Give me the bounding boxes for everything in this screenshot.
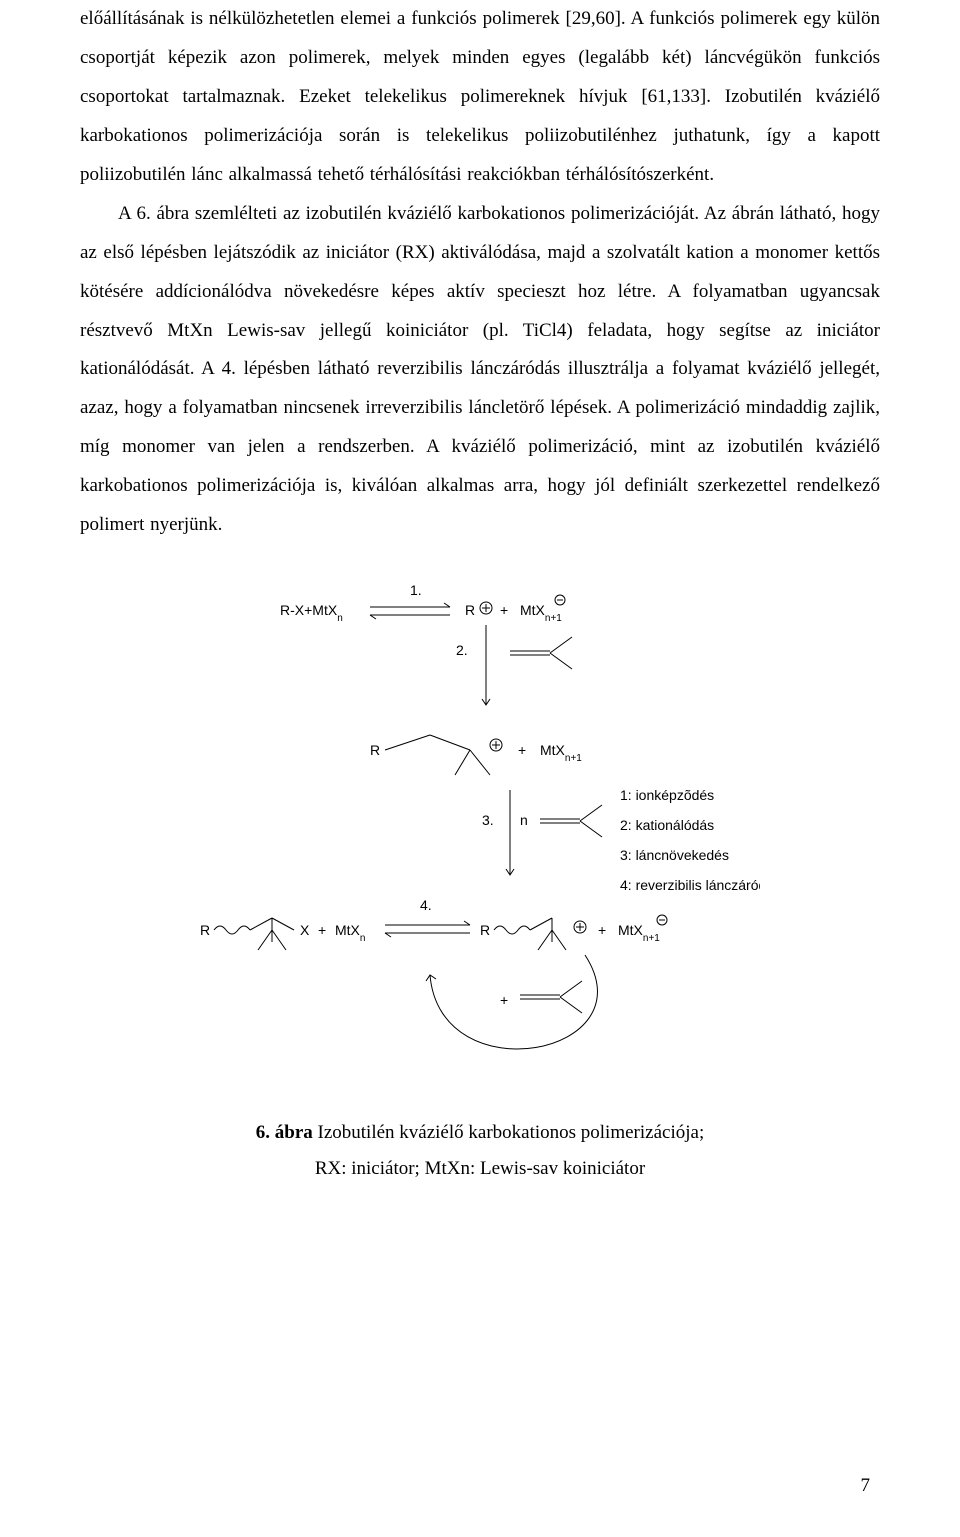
plus-3a: +	[318, 922, 326, 938]
body-text-block: előállításának is nélkülözhetetlen eleme…	[80, 0, 880, 545]
step4-label: 4.	[420, 897, 432, 913]
isobutylene-3	[520, 981, 582, 1013]
circle-plus-1	[480, 602, 492, 614]
isobutylene-2	[540, 805, 602, 837]
row2: R + MtXn+1	[370, 735, 582, 775]
row3: R X + MtXn 4.	[200, 897, 667, 950]
step2-label: 2.	[456, 642, 468, 658]
mtx-2-sub: n+1	[565, 753, 582, 764]
circle-minus-1	[555, 595, 565, 605]
mtx-3b-text: MtX	[618, 922, 644, 938]
mtx-3a-text: MtX	[335, 922, 361, 938]
isobutylene-1	[510, 637, 572, 669]
paragraph-1: előállításának is nélkülözhetetlen eleme…	[80, 0, 880, 195]
mtx-1-text: MtX	[520, 602, 546, 618]
mtx-1: MtXn+1	[520, 602, 562, 624]
figure-caption: 6. ábra Izobutilén kváziélő karbokationo…	[80, 1115, 880, 1187]
R-cation: R	[465, 602, 475, 618]
legend-1: 1: ionképzõdés	[620, 787, 714, 803]
cycle: +	[426, 955, 597, 1049]
legend-2: 2: kationálódás	[620, 817, 714, 833]
plus-cycle: +	[500, 992, 508, 1008]
caption-line-1: 6. ábra Izobutilén kváziélő karbokationo…	[80, 1115, 880, 1151]
plus-1: +	[500, 602, 508, 618]
mtx-3a-sub: n	[360, 933, 366, 944]
mtx-1-sub: n+1	[545, 613, 562, 624]
equilibrium1	[370, 603, 450, 619]
plus-2: +	[518, 742, 526, 758]
R-2: R	[370, 742, 380, 758]
X-label: X	[300, 922, 310, 938]
reaction-scheme-svg: R-X+MtXn 1. R	[200, 575, 760, 1095]
caption-line-2: RX: iniciátor; MtXn: Lewis-sav koiniciát…	[80, 1151, 880, 1187]
n-label: n	[520, 812, 528, 828]
legend-4: 4: reverzibilis lánczáródás	[620, 877, 760, 893]
circle-minus-3	[657, 915, 667, 925]
reagent-left-text: R-X+MtX	[280, 602, 338, 618]
step1-label: 1.	[410, 582, 422, 598]
page-number: 7	[861, 1475, 871, 1497]
mtx-3b: MtXn+1	[618, 922, 660, 944]
legend-3: 3: láncnövekedés	[620, 847, 729, 863]
legend: 1: ionképzõdés 2: kationálódás 3: láncnö…	[620, 787, 760, 893]
R-3L: R	[200, 922, 210, 938]
R-3R: R	[480, 922, 490, 938]
step3-label: 3.	[482, 812, 494, 828]
caption-rest: Izobutilén kváziélő karbokationos polime…	[313, 1122, 704, 1143]
scheme-content: R-X+MtXn 1. R	[200, 582, 760, 1049]
mtx-2: MtXn+1	[540, 742, 582, 764]
row1: R-X+MtXn 1. R	[280, 582, 565, 624]
mtx-2-text: MtX	[540, 742, 566, 758]
step2: 2.	[456, 625, 572, 705]
reagent-left-sub: n	[337, 613, 343, 624]
circle-plus-2	[490, 739, 502, 751]
reaction-scheme: R-X+MtXn 1. R	[200, 575, 760, 1095]
equilibrium2	[385, 921, 470, 937]
mtx-3b-sub: n+1	[643, 933, 660, 944]
plus-3b: +	[598, 922, 606, 938]
reagent-left: R-X+MtXn	[280, 602, 343, 624]
caption-bold: 6. ábra	[256, 1122, 313, 1143]
circle-plus-3	[574, 921, 586, 933]
step3: 3. n	[482, 790, 602, 875]
paragraph-2: A 6. ábra szemlélteti az izobutilén kváz…	[80, 195, 880, 545]
mtx-3a: MtXn	[335, 922, 365, 944]
